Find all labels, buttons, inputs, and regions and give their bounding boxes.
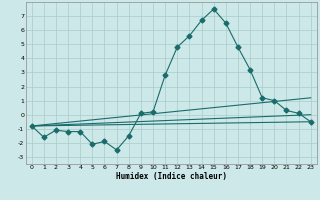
- X-axis label: Humidex (Indice chaleur): Humidex (Indice chaleur): [116, 172, 227, 181]
